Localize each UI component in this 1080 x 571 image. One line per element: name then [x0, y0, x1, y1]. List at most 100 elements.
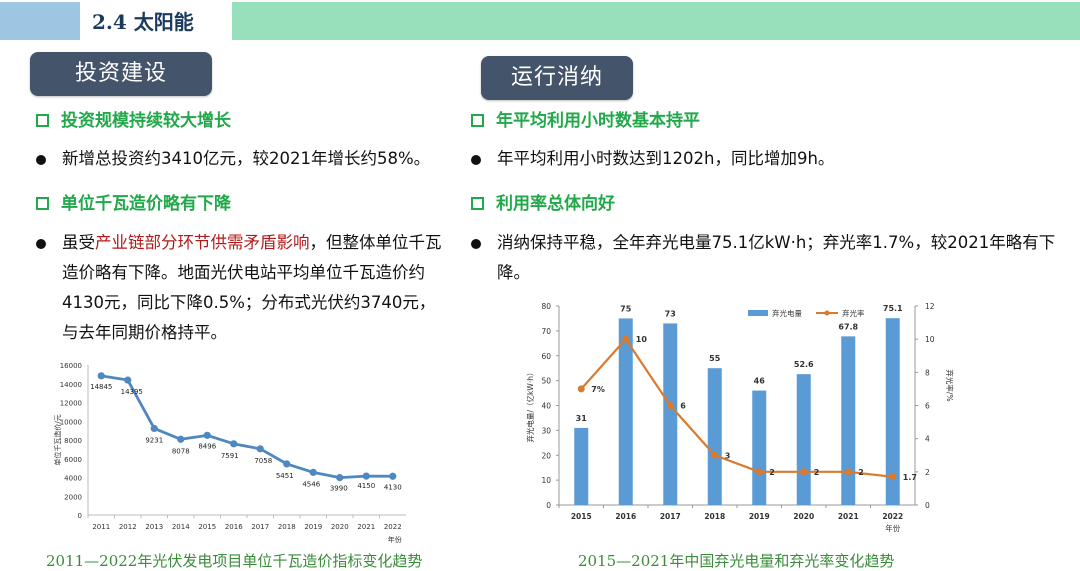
svg-text:12000: 12000: [60, 400, 82, 408]
svg-text:年份: 年份: [885, 523, 900, 532]
svg-text:55: 55: [709, 354, 721, 363]
svg-text:2020: 2020: [793, 512, 814, 521]
svg-text:单位千瓦造价/元: 单位千瓦造价/元: [53, 414, 62, 465]
checkbox-square-icon: [36, 114, 49, 127]
svg-text:4150: 4150: [357, 482, 375, 490]
svg-text:75.1: 75.1: [883, 304, 903, 313]
bullet-investment: 新增总投资约3410亿元，较2021年增长约58%。: [36, 144, 516, 174]
svg-text:6000: 6000: [64, 456, 82, 464]
bullet-utilization-hours: 年平均利用小时数达到1202h，同比增加9h。: [471, 144, 1051, 174]
svg-text:2015: 2015: [198, 523, 216, 531]
svg-text:2017: 2017: [660, 512, 681, 521]
header-accent-block: [0, 2, 80, 40]
svg-text:2015: 2015: [571, 512, 592, 521]
svg-text:14845: 14845: [90, 383, 112, 391]
svg-text:2013: 2013: [145, 523, 163, 531]
svg-text:16000: 16000: [60, 362, 82, 370]
svg-text:2012: 2012: [119, 523, 137, 531]
svg-text:52.6: 52.6: [794, 360, 814, 369]
svg-text:弃光率: 弃光率: [842, 308, 865, 318]
checkbox-square-icon: [471, 197, 484, 210]
svg-text:2016: 2016: [615, 512, 636, 521]
svg-text:2014: 2014: [172, 523, 190, 531]
right-chart-caption: 2015—2021年中国弃光电量和弃光率变化趋势: [578, 552, 895, 570]
svg-text:20: 20: [541, 451, 551, 460]
svg-text:2021: 2021: [357, 523, 375, 531]
svg-text:2: 2: [925, 468, 930, 477]
svg-text:2022: 2022: [882, 512, 903, 521]
checkbox-square-icon: [36, 197, 49, 210]
header-bar: [232, 2, 1080, 40]
svg-text:2016: 2016: [225, 523, 243, 531]
svg-text:60: 60: [541, 352, 551, 361]
svg-text:7058: 7058: [254, 457, 272, 465]
svg-text:14000: 14000: [60, 381, 82, 389]
svg-text:75: 75: [620, 304, 632, 313]
svg-text:2: 2: [858, 468, 864, 477]
svg-text:14395: 14395: [121, 388, 143, 396]
unit-cost-line-chart: 0 2000 4000 6000 8000 10000 12000 14000 16000 201…: [40, 355, 420, 545]
checkbox-square-icon: [471, 114, 484, 127]
svg-text:3: 3: [725, 451, 731, 460]
svg-text:31: 31: [576, 414, 588, 423]
section-label-investment: 投资建设: [30, 52, 212, 96]
svg-text:8: 8: [925, 368, 930, 377]
bullet-curtailment: 消纳保持平稳，全年弃光电量75.1亿kW·h；弃光率1.7%，较2021年略有下…: [471, 228, 1056, 288]
unit-cost-chart-svg: 0 2000 4000 6000 8000 10000 12000 14000 16000 201…: [53, 362, 406, 544]
svg-text:70: 70: [541, 327, 551, 336]
svg-text:2022: 2022: [384, 523, 402, 531]
svg-text:2011: 2011: [92, 523, 110, 531]
svg-text:80: 80: [541, 302, 551, 311]
svg-text:8000: 8000: [64, 437, 82, 445]
heading-unit-cost: 单位千瓦造价略有下降: [36, 189, 231, 214]
svg-text:年份: 年份: [388, 535, 402, 544]
bullet-dot-icon: [36, 239, 46, 249]
svg-text:67.8: 67.8: [838, 322, 858, 331]
svg-text:弃光率/%: 弃光率/%: [945, 369, 955, 401]
svg-text:0: 0: [546, 501, 551, 510]
svg-text:1.7: 1.7: [903, 473, 917, 482]
heading-utilization-rate: 利用率总体向好: [471, 189, 615, 214]
svg-text:73: 73: [665, 309, 676, 318]
svg-text:50: 50: [541, 377, 551, 386]
svg-text:2: 2: [769, 468, 775, 477]
svg-text:0: 0: [78, 512, 82, 520]
svg-text:4546: 4546: [302, 480, 320, 488]
svg-text:3990: 3990: [330, 485, 348, 493]
svg-text:2020: 2020: [331, 523, 349, 531]
bullet-unit-cost: 虽受产业链部分环节供需矛盾影响，但整体单位千瓦造价略有下降。地面光伏电站平均单位…: [36, 228, 448, 348]
svg-text:4130: 4130: [384, 483, 402, 491]
bullet-dot-icon: [471, 155, 481, 165]
svg-text:6: 6: [925, 402, 930, 411]
svg-text:弃光电量/（亿kW·h）: 弃光电量/（亿kW·h）: [525, 369, 535, 443]
section-label-operation: 运行消纳: [481, 56, 633, 100]
svg-text:10: 10: [925, 335, 935, 344]
svg-text:40: 40: [541, 402, 551, 411]
left-chart-caption: 2011—2022年光伏发电项目单位千瓦造价指标变化趋势: [46, 552, 423, 570]
svg-text:8496: 8496: [198, 442, 216, 450]
svg-text:12: 12: [925, 302, 935, 311]
svg-text:4000: 4000: [64, 475, 82, 483]
heading-utilization-hours: 年平均利用小时数基本持平: [471, 106, 700, 131]
svg-text:2: 2: [814, 468, 820, 477]
svg-text:5451: 5451: [276, 472, 294, 480]
svg-text:6: 6: [680, 402, 686, 411]
svg-text:2019: 2019: [749, 512, 770, 521]
svg-text:2000: 2000: [64, 493, 82, 501]
svg-text:7%: 7%: [591, 385, 605, 394]
svg-text:2017: 2017: [251, 523, 269, 531]
svg-text:2018: 2018: [278, 523, 296, 531]
heading-investment-scale: 投资规模持续较大增长: [36, 106, 231, 131]
svg-text:弃光电量: 弃光电量: [772, 308, 802, 318]
svg-text:9231: 9231: [145, 436, 163, 444]
svg-text:10: 10: [636, 335, 648, 344]
bullet-dot-icon: [36, 155, 46, 165]
bullet-dot-icon: [471, 239, 481, 249]
highlight-text: 产业链部分环节供需矛盾影响: [95, 233, 310, 252]
page-title: 2.4 太阳能: [92, 10, 194, 34]
svg-text:10: 10: [541, 476, 551, 485]
svg-text:4: 4: [925, 435, 930, 444]
svg-text:2019: 2019: [304, 523, 322, 531]
svg-text:30: 30: [541, 426, 551, 435]
